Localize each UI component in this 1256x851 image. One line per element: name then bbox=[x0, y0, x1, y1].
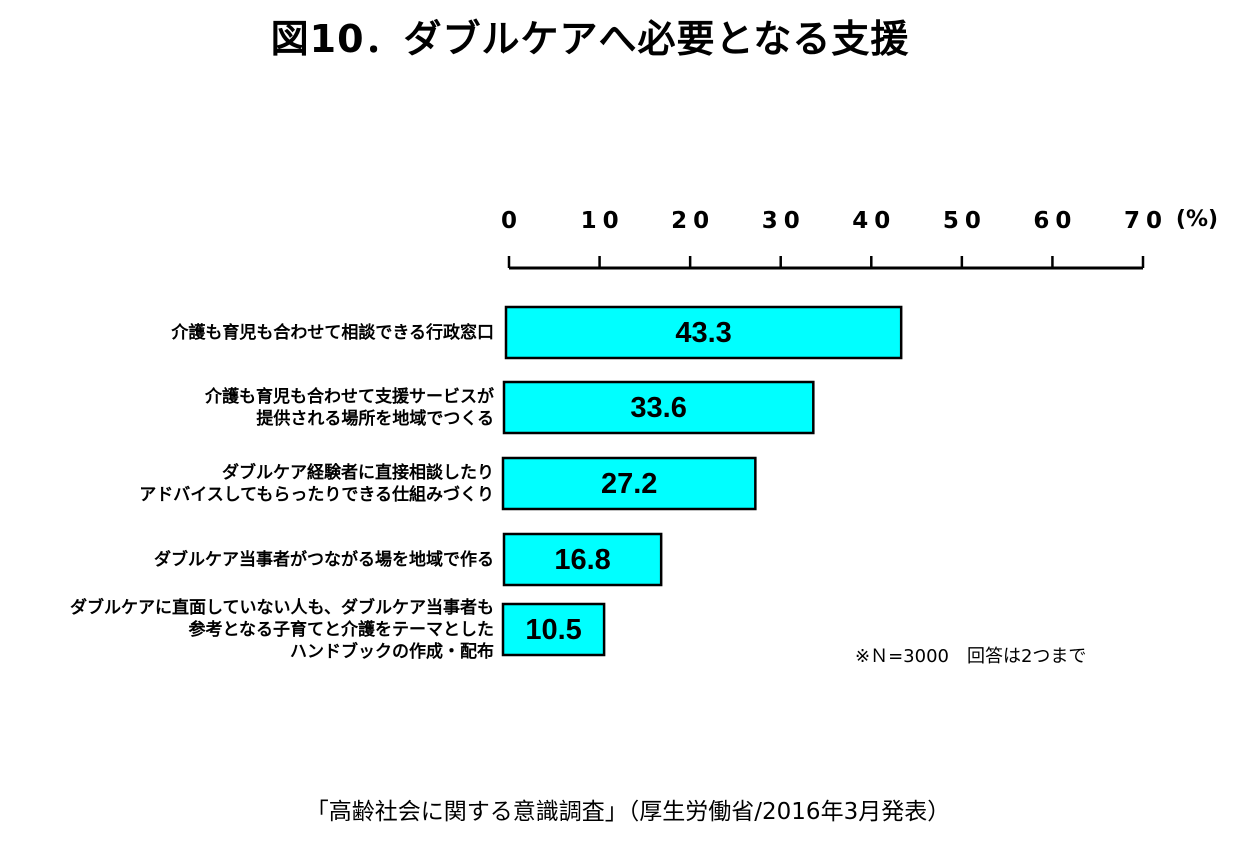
bar bbox=[502, 532, 663, 587]
x-tick-label: 20 bbox=[671, 208, 715, 234]
bar-value-label: 33.6 bbox=[630, 392, 686, 424]
bar bbox=[501, 602, 606, 657]
x-tick-label: 60 bbox=[1033, 208, 1077, 234]
x-tick-label: 40 bbox=[852, 208, 896, 234]
bar bbox=[502, 380, 815, 435]
bar bbox=[504, 305, 903, 360]
x-tick-label: 30 bbox=[762, 208, 806, 234]
bar-value-label: 10.5 bbox=[525, 614, 581, 646]
source-caption: 「高齢社会に関する意識調査」（厚生労働省/2016年3月発表） bbox=[305, 799, 951, 825]
category-label: ダブルケア経験者に直接相談したり アドバイスしてもらったりできる仕組みづくり bbox=[139, 462, 494, 505]
x-tick-label: 70 bbox=[1124, 208, 1168, 234]
category-label: 介護も育児も合わせて支援サービスが 提供される場所を地域でつくる bbox=[205, 386, 494, 429]
x-tick-label: 50 bbox=[943, 208, 987, 234]
bar bbox=[501, 456, 757, 511]
sample-note: ※Ｎ=3000 回答は2つまで bbox=[855, 646, 1087, 667]
bar-value-label: 43.3 bbox=[675, 317, 731, 349]
x-tick-label: 10 bbox=[581, 208, 625, 234]
x-axis-unit: (%) bbox=[1176, 207, 1218, 232]
category-label: ダブルケア当事者がつながる場を地域で作る bbox=[154, 549, 494, 570]
chart-title: 図10．ダブルケアへ必要となる支援 bbox=[270, 17, 910, 61]
category-label: ダブルケアに直面していない人も、ダブルケア当事者も 参考となる子育てと介護をテーマ… bbox=[70, 597, 494, 662]
category-label: 介護も育児も合わせて相談できる行政窓口 bbox=[171, 322, 494, 343]
bar-value-label: 27.2 bbox=[601, 468, 657, 500]
bar-value-label: 16.8 bbox=[554, 544, 610, 576]
x-tick-label: 0 bbox=[501, 208, 523, 234]
